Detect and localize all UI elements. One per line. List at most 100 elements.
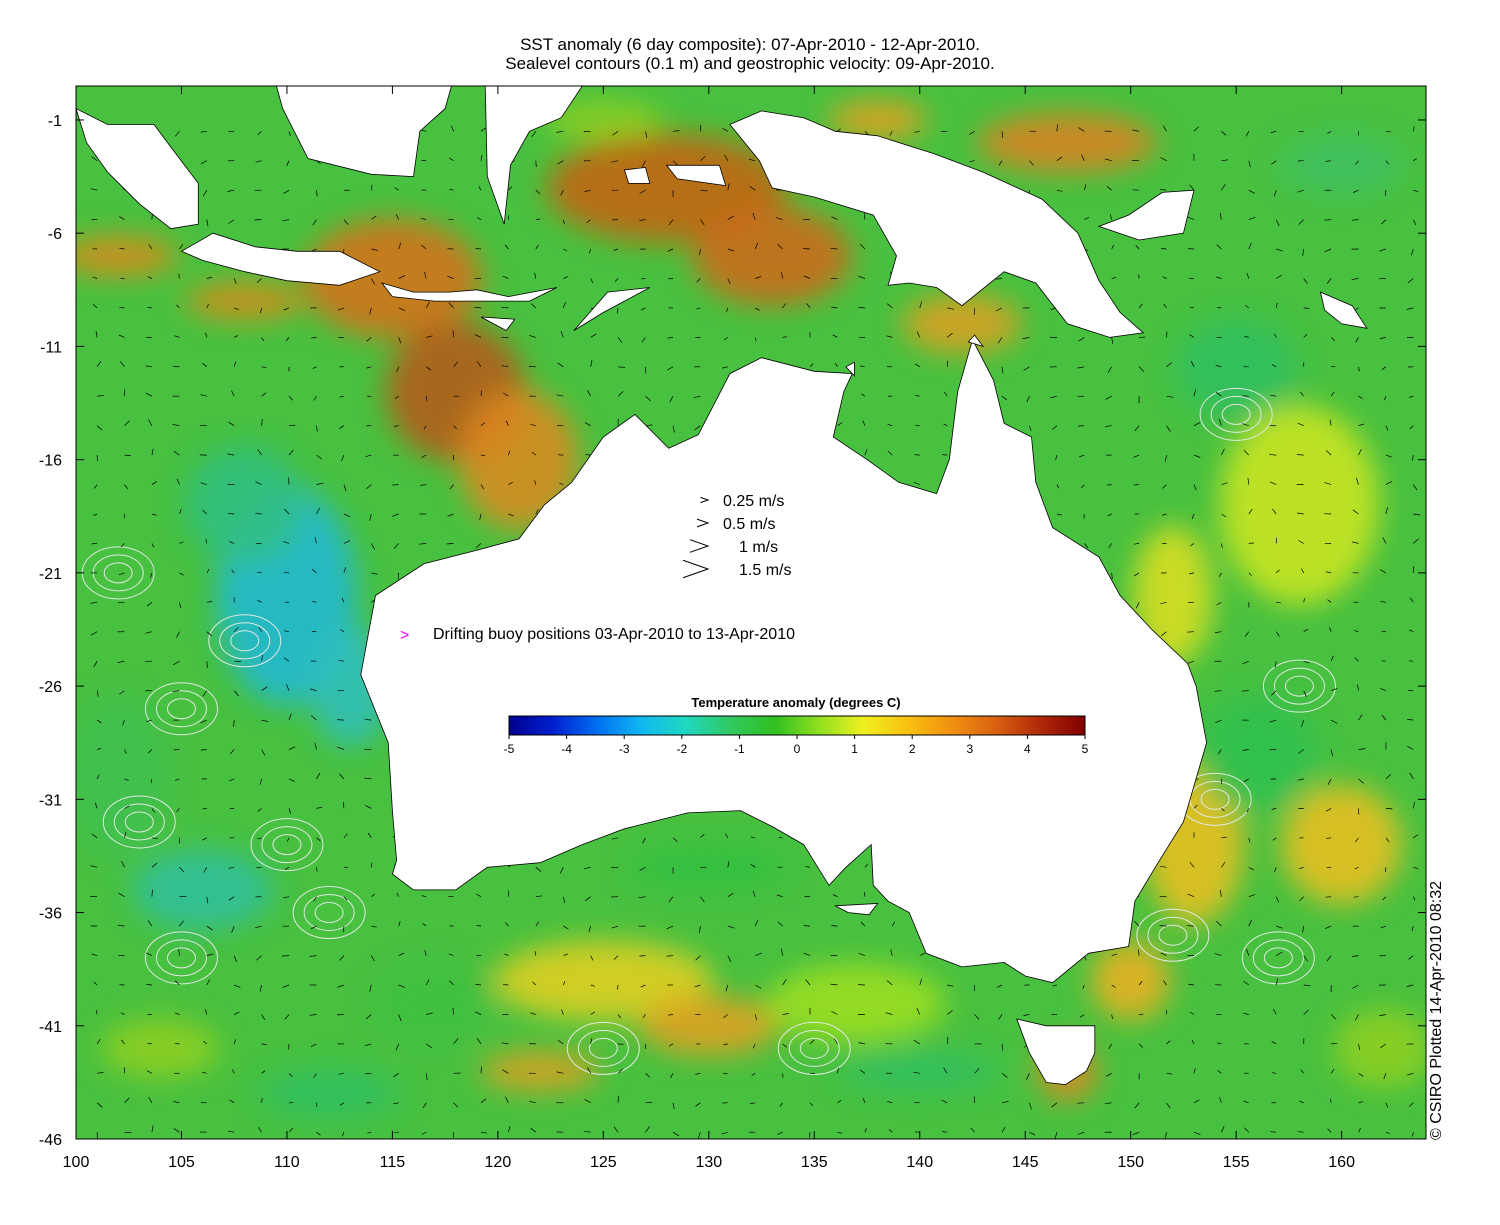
velocity-arrow [1271, 1040, 1277, 1045]
velocity-arrow [667, 248, 674, 252]
velocity-arrow [1412, 219, 1417, 226]
velocity-arrow [723, 1014, 729, 1019]
velocity-arrow [508, 481, 513, 485]
velocity-arrow [501, 1042, 509, 1045]
velocity-arrow [396, 892, 400, 897]
velocity-arrow [151, 808, 155, 813]
velocity-arrow [174, 1012, 180, 1015]
velocity-arrow [421, 454, 427, 458]
velocity-arrow [92, 303, 98, 309]
velocity-arrow [452, 1007, 454, 1015]
velocity-arrow [942, 454, 948, 456]
velocity-arrow [947, 307, 955, 310]
velocity-arrow [255, 160, 262, 163]
velocity-arrow [1078, 337, 1085, 342]
velocity-arrow [1190, 361, 1195, 367]
velocity-arrow [1324, 219, 1332, 221]
velocity-arrow [1381, 366, 1387, 370]
velocity-arrow [200, 394, 207, 397]
velocity-arrow [502, 275, 509, 279]
velocity-arrow [995, 307, 1003, 312]
x-tick-label: 145 [1012, 1154, 1039, 1171]
velocity-arrow [943, 1067, 948, 1074]
velocity-arrow [1188, 983, 1195, 986]
velocity-arrow [1193, 1099, 1200, 1104]
velocity-arrow [995, 278, 1003, 280]
velocity-arrow [862, 420, 866, 426]
colorbar-tick-label: 4 [1024, 742, 1031, 756]
velocity-arrow [261, 1014, 266, 1020]
velocity-arrow [173, 660, 180, 666]
velocity-arrow [1132, 1131, 1140, 1136]
velocity-arrow [202, 837, 207, 841]
velocity-arrow [1189, 1011, 1195, 1015]
velocity-arrow [480, 1098, 487, 1104]
velocity-arrow [946, 1036, 949, 1044]
sealevel-contour [1199, 387, 1273, 441]
velocity-arrow [782, 303, 786, 309]
velocity-arrow [283, 630, 290, 633]
velocity-arrow [889, 131, 893, 136]
sealevel-contour [250, 818, 324, 872]
velocity-arrow [1358, 366, 1360, 372]
velocity-arrow [145, 365, 152, 368]
velocity-arrow [425, 979, 430, 986]
velocity-arrow [1160, 157, 1167, 162]
velocity-arrow [638, 896, 646, 899]
velocity-arrow [96, 774, 100, 780]
velocity-arrow [700, 155, 706, 161]
velocity-arrow [803, 275, 811, 279]
velocity-arrow [1324, 248, 1332, 253]
velocity-arrow [1411, 926, 1414, 932]
velocity-arrow [1218, 572, 1222, 577]
velocity-arrow [584, 422, 591, 427]
velocity-arrow [124, 805, 130, 809]
velocity-arrow [639, 866, 646, 871]
velocity-arrow [617, 307, 619, 314]
colorbar-tick-label: -3 [619, 742, 630, 756]
velocity-arrow [864, 1128, 867, 1133]
velocity-arrow [1187, 893, 1195, 898]
velocity-arrow [1161, 513, 1167, 516]
velocity-arrow [1303, 628, 1309, 633]
anomaly-field [76, 99, 1426, 1119]
velocity-arrow [448, 302, 454, 309]
java [180, 232, 381, 286]
velocity-arrow [1219, 212, 1222, 220]
velocity-arrow [590, 359, 593, 367]
velocity-arrow [1379, 248, 1387, 252]
credit-text: © CSIRO Plotted 14-Apr-2010 08:32 [1428, 880, 1445, 1140]
velocity-arrow [425, 1043, 433, 1049]
velocity-arrow [366, 337, 372, 342]
velocity-arrow [1163, 303, 1167, 309]
velocity-arrow [479, 513, 482, 521]
velocity-arrow [97, 395, 105, 397]
velocity-arrow [782, 1043, 788, 1048]
velocity-arrow [864, 131, 869, 135]
velocity-arrow [1056, 513, 1063, 516]
velocity-arrow [1351, 278, 1359, 280]
velocity-arrow [286, 684, 290, 691]
velocity-arrow [1189, 572, 1195, 575]
velocity-arrow [1274, 867, 1277, 873]
velocity-arrow [831, 1010, 838, 1015]
velocity-arrow [453, 1102, 459, 1108]
velocity-arrow [1001, 366, 1004, 374]
velocity-arrow [755, 984, 762, 989]
velocity-arrow [1303, 984, 1311, 987]
velocity-arrow [91, 953, 98, 956]
velocity-arrow [919, 301, 923, 309]
velocity-arrow [151, 513, 157, 516]
velocity-arrow [803, 925, 811, 927]
velocity-arrow [90, 631, 98, 636]
velocity-arrow [480, 1131, 487, 1134]
velocity-arrow [530, 303, 537, 309]
velocity-arrow [943, 423, 948, 427]
anomaly-patch [480, 1051, 601, 1092]
velocity-arrow [1276, 248, 1283, 252]
velocity-arrow [1166, 1102, 1171, 1109]
velocity-arrow [1273, 190, 1277, 197]
velocity-arrow [532, 981, 537, 986]
velocity-arrow [1111, 572, 1113, 580]
velocity-arrow [1055, 455, 1058, 460]
